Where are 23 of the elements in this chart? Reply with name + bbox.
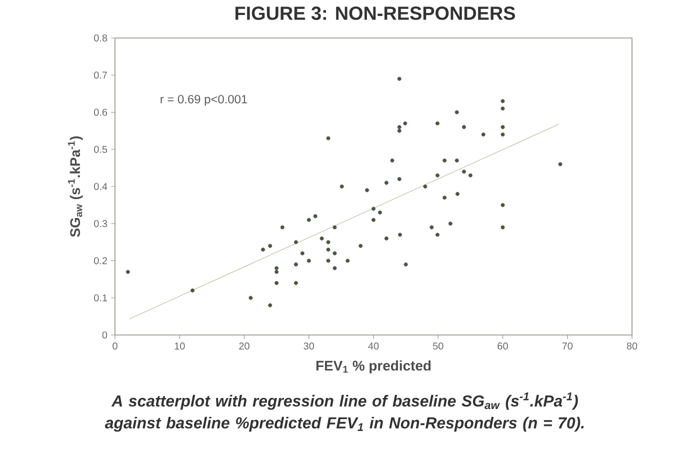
chart-title: FIGURE 3: NON-RESPONDERS [236,6,515,20]
y-tick-label: 0.1 [94,294,108,302]
y-tick-label: 0.7 [94,72,107,79]
x-axis-title: FEV$_{1}$ % predicted [316,360,431,374]
x-tick-label: 60 [498,342,508,350]
y-tick-label: 0.5 [94,146,108,153]
y-axis-title: SG$_{aw}$ (s$^{-1}$.kPa$^{-1}$) [68,136,83,237]
x-tick-label: 80 [626,342,638,350]
y-tick-label: 0.2 [94,257,107,264]
x-tick-label: 50 [432,342,444,350]
x-tick-label: 10 [174,342,185,350]
annotation: r = 0.69 p<0.001 [160,94,248,106]
x-tick-label: 20 [239,342,250,350]
y-tick-label: 0.3 [94,220,108,228]
text: A scatterplot with regression line of baseline SG$_{aw}$ (s$^{-1}$.kPa$^{-1}$) against baseline %predicted FEV$_{1}$ in Non-Responders (n = 70). [105,392,584,432]
y-tick-label: 0.8 [94,34,108,42]
x-tick-label: 40 [368,342,379,350]
x-tick-label: 70 [562,342,573,350]
y-tick-label: 0 [102,331,108,339]
x-tick-label: 30 [304,342,314,350]
x-tick-label: 0 [112,342,118,350]
y-tick-label: 0.6 [94,108,108,116]
y-tick-label: 0.4 [94,182,108,190]
